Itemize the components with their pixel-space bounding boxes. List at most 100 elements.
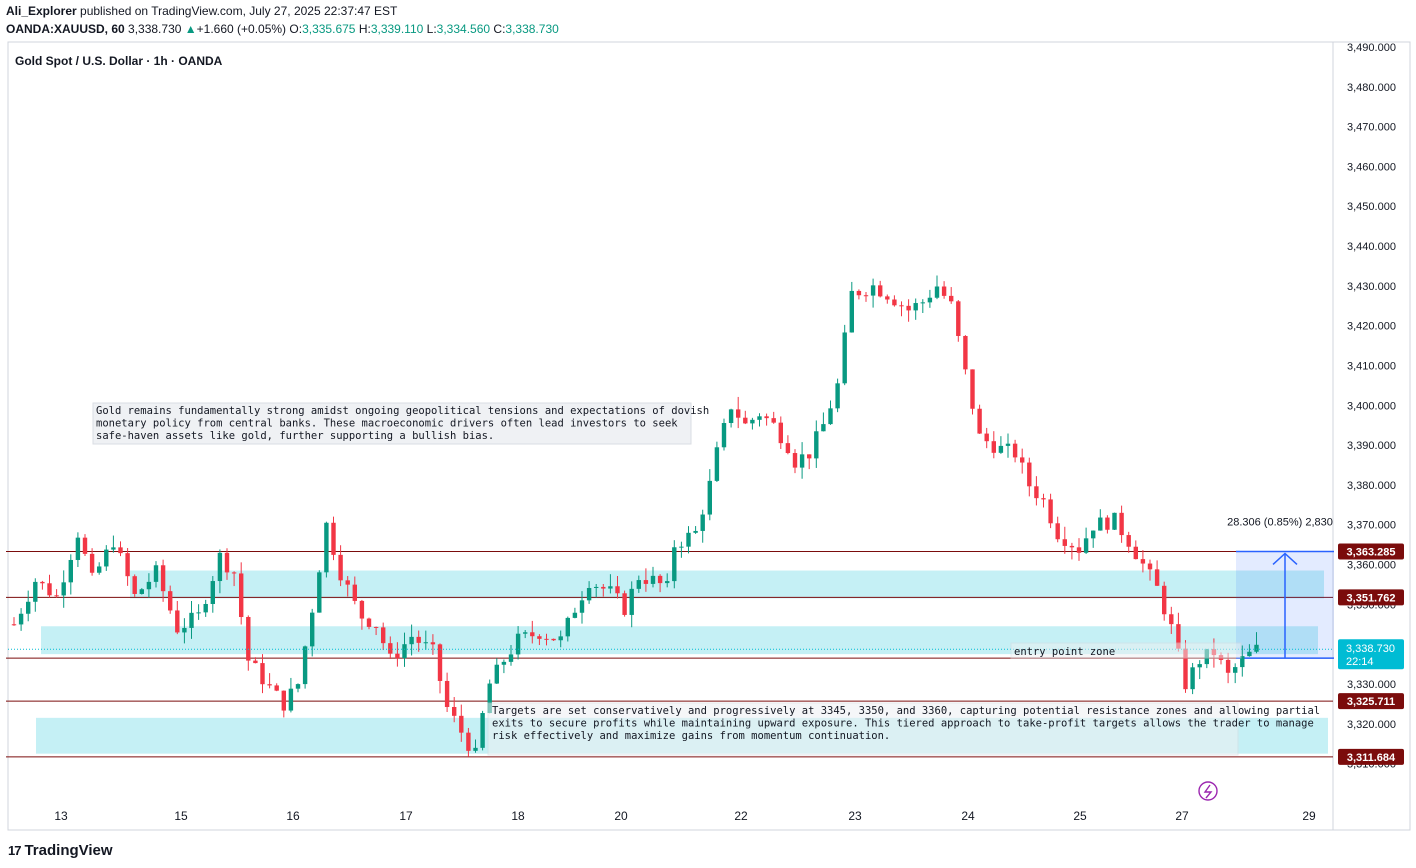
candle-body (714, 447, 720, 481)
candle-body (870, 285, 876, 296)
candle-body (97, 566, 102, 573)
candle-body (75, 537, 81, 560)
candle-body (324, 522, 329, 573)
x-tick-label: 23 (848, 809, 862, 823)
candle-body (1154, 569, 1160, 586)
candle-body (565, 617, 570, 637)
candle-body (594, 586, 599, 588)
symbol-label: OANDA:XAUUSD, 60 (6, 22, 125, 36)
y-tick-label: 3,380.000 (1347, 480, 1396, 492)
candle-body (750, 419, 755, 424)
publisher-line: Ali_Explorer published on TradingView.co… (6, 4, 397, 18)
x-tick-label: 20 (614, 809, 628, 823)
high-value: 3,339.110 (370, 22, 424, 36)
candle-body (217, 552, 223, 582)
candle-body (934, 286, 940, 298)
candle-body (1012, 443, 1018, 458)
candle-body (352, 584, 357, 601)
candle-body (878, 285, 883, 297)
candle-body (615, 586, 620, 594)
level-price-badge (1338, 543, 1404, 560)
annotation-text: exits to secure profits while maintainin… (492, 718, 1314, 730)
candle-body (452, 707, 457, 716)
candle-body (778, 422, 783, 444)
candle-body (586, 587, 592, 601)
candle-body (579, 600, 585, 613)
candle-body (160, 565, 166, 592)
level-price-badge (1338, 589, 1404, 606)
candle-body (54, 595, 59, 597)
publish-info: published on TradingView.com, July 27, 2… (76, 4, 398, 18)
candle-body (494, 664, 499, 684)
y-tick-label: 3,470.000 (1347, 122, 1396, 134)
candle-body (1062, 539, 1067, 546)
x-tick-label: 13 (54, 809, 68, 823)
candle-body (984, 433, 989, 442)
x-tick-label: 25 (1073, 809, 1087, 823)
y-tick-label: 3,400.000 (1347, 400, 1396, 412)
candle-body (622, 593, 627, 615)
y-tick-label: 3,420.000 (1347, 321, 1396, 333)
candle-body (835, 383, 840, 409)
candle-body (125, 553, 130, 577)
candle-body (1091, 530, 1096, 539)
candle-body (89, 553, 95, 573)
candle-body (196, 612, 201, 614)
y-tick-label: 3,490.000 (1347, 42, 1396, 54)
candle-body (260, 663, 265, 685)
level-price-text: 3,325.711 (1347, 696, 1395, 708)
ohlc-line: OANDA:XAUUSD, 60 3,338.730 ▲+1.660 (+0.0… (6, 22, 559, 36)
candle-body (1034, 486, 1039, 499)
chart-title: Gold Spot / U.S. Dollar · 1h · OANDA (15, 54, 223, 68)
x-tick-label: 24 (961, 809, 975, 823)
lightning-icon (1198, 781, 1218, 801)
candle-body (1183, 648, 1188, 690)
candle-body (1020, 457, 1025, 463)
candle-body (629, 588, 634, 615)
candle-body (572, 612, 578, 618)
candle-body (1247, 651, 1252, 657)
candle-body (18, 613, 24, 625)
candle-body (537, 636, 542, 639)
candle-body (61, 582, 66, 596)
low-value: 3,334.560 (436, 22, 491, 36)
candle-body (1105, 517, 1110, 530)
candle-body (913, 303, 918, 311)
lightning-bolt-icon (1203, 784, 1213, 799)
candle-body (1233, 667, 1238, 673)
candle-body (814, 431, 819, 459)
candle-body (920, 302, 925, 304)
candle-body (1119, 512, 1124, 536)
candle-body (792, 453, 798, 468)
candle-body (1112, 512, 1117, 530)
current-price-text: 3,338.730 (1346, 643, 1395, 655)
y-tick-label: 3,320.000 (1347, 719, 1396, 731)
target-zone (130, 570, 1324, 599)
candle-body (501, 661, 507, 665)
candle-body (665, 581, 670, 584)
candle-body (508, 654, 514, 662)
low-label: L: (426, 22, 437, 36)
candle-body (203, 603, 208, 613)
candle-body (47, 583, 52, 596)
candle-body (331, 522, 336, 555)
author-name[interactable]: Ali_Explorer (6, 4, 77, 18)
watermark-text: TradingView (24, 842, 113, 859)
candle-body (1140, 559, 1146, 564)
y-tick-label: 3,430.000 (1347, 281, 1396, 293)
candle-body (515, 633, 521, 655)
annotation-text: Gold remains fundamentally strong amidst… (96, 405, 709, 417)
y-tick-label: 3,460.000 (1347, 161, 1396, 173)
candle-body (785, 443, 791, 454)
candle-body (40, 581, 45, 584)
candle-body (1098, 517, 1103, 531)
candle-body (246, 617, 251, 661)
annotation-text: risk effectively and maximize gains from… (492, 730, 890, 742)
candle-body (849, 290, 854, 333)
candle-body (899, 305, 904, 307)
candle-body (317, 572, 322, 613)
candle-body (338, 554, 343, 581)
candle-body (444, 680, 450, 708)
candle-body (118, 547, 123, 554)
